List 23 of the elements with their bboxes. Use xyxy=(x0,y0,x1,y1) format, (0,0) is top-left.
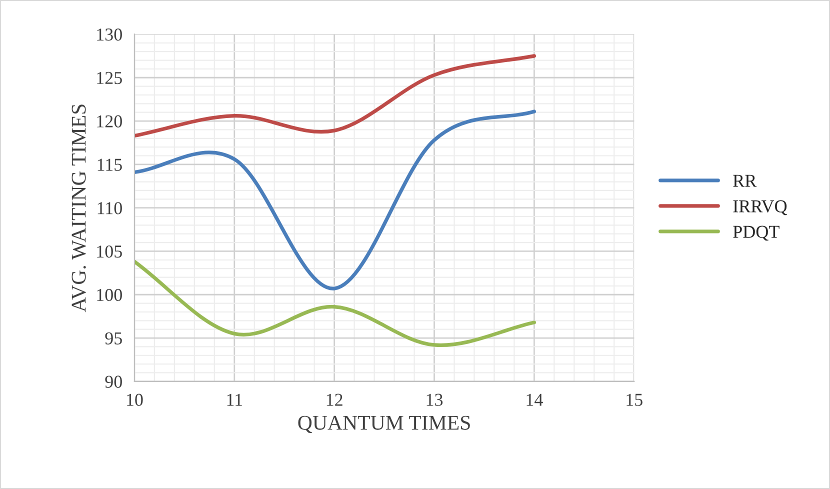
legend-label: RR xyxy=(733,174,757,187)
y-tick-label: 115 xyxy=(98,158,122,171)
line-series xyxy=(134,54,536,138)
y-tick-label: 130 xyxy=(97,28,122,41)
line-series xyxy=(134,260,536,347)
x-tick-label: 13 xyxy=(426,394,443,406)
y-axis-title: AVG. WAITING TIMES xyxy=(72,104,86,312)
y-tick-label: 120 xyxy=(97,115,122,128)
y-tick-label: 90 xyxy=(105,376,122,388)
x-tick-label: 12 xyxy=(326,394,342,406)
x-tick-label: 11 xyxy=(227,394,242,406)
y-tick-label: 110 xyxy=(98,202,122,214)
x-tick-label: 14 xyxy=(526,394,543,406)
legend-label: PDQT xyxy=(733,226,780,241)
y-tick-label: 100 xyxy=(97,288,122,302)
line-series xyxy=(134,110,536,290)
x-tick-label: 10 xyxy=(127,394,143,406)
y-tick-label: 95 xyxy=(105,332,122,344)
y-tick-label: 105 xyxy=(97,245,122,258)
y-tick-label: 125 xyxy=(97,72,122,84)
legend-label: IRRVQ xyxy=(733,200,788,216)
x-axis-title: QUANTUM TIMES xyxy=(298,416,470,433)
x-tick-label: 15 xyxy=(626,394,642,406)
